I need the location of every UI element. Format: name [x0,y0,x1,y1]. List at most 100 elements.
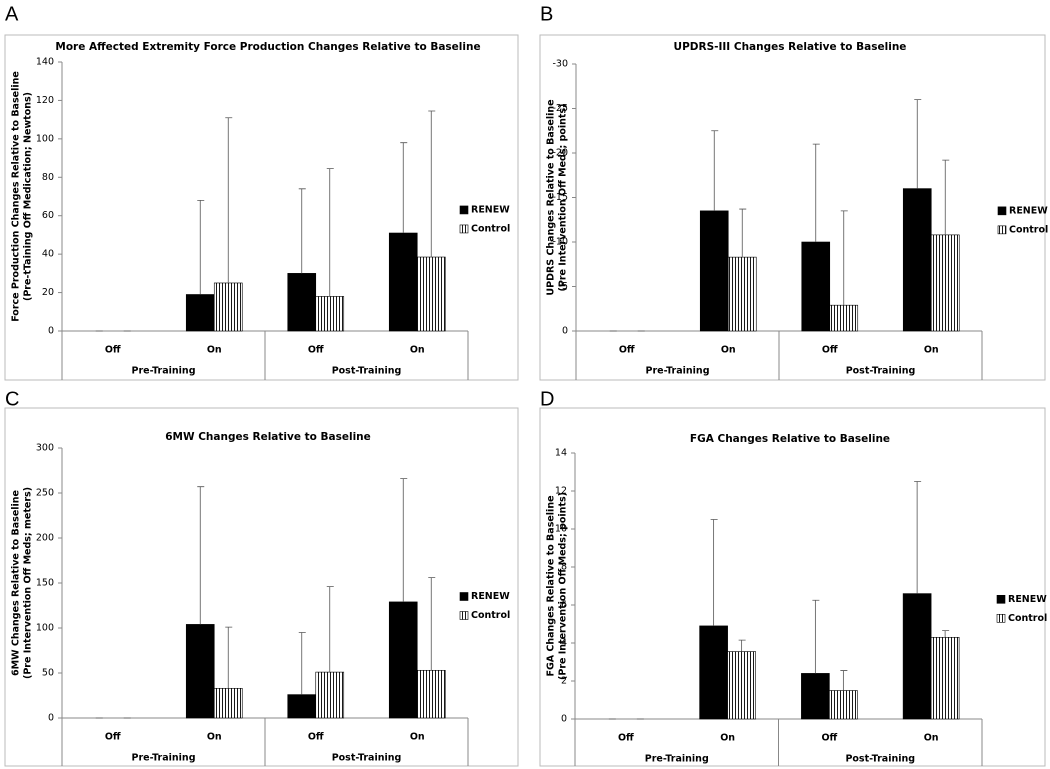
y-axis-label: (Pre Intervention Off Meds; meters) [23,487,34,679]
error-bar [428,577,436,671]
y-axis-label: UPDRS Changes Relative to Baseline [546,99,557,295]
x-tick-label: Off [821,733,837,744]
error-bar [738,639,746,652]
legend-label: Control [471,610,510,621]
bar [727,256,757,332]
error-bar [942,159,950,235]
y-axis-label: (Pre Intervention Off Meds; points) [558,104,569,292]
error-bar [428,110,436,258]
legend-swatch [997,225,1007,235]
error-bar [225,117,233,283]
legend-swatch [996,613,1006,623]
bar [416,256,446,332]
error-bar [400,142,408,234]
bar [801,241,831,332]
y-tick-label: 150 [36,578,54,589]
y-tick-label: 6 [561,600,567,611]
x-tick-label: On [924,733,939,744]
bar [213,282,243,332]
bar [727,651,756,720]
error-bar [326,586,334,673]
error-bar [812,599,820,674]
x-tick-label: Off [822,345,838,356]
bar [315,296,345,332]
panel-letter: C [5,388,19,410]
bar [930,234,960,332]
panel-frame [539,407,1046,767]
y-tick-label: 2 [561,676,567,687]
x-tick-label: On [924,345,939,356]
y-axis-label: (Pre-tTaining Off Medication; Newtons) [23,92,34,301]
bar [213,687,243,719]
x-tick-label: On [410,732,425,743]
y-tick-label: 0 [561,714,567,725]
bar [185,294,215,332]
bar [902,188,932,332]
chart-title: FGA Changes Relative to Baseline [690,433,890,445]
x-tick-label: Off [618,733,634,744]
error-bar [840,670,848,691]
legend-swatch [459,205,469,215]
y-axis-label: FGA Changes Relative to Baseline [546,495,557,676]
group-label: Post-Training [846,366,916,377]
y-tick-label: 12 [555,486,567,497]
bar [287,273,317,332]
error-bar [197,486,205,625]
x-tick-label: Off [105,732,121,743]
chart-title: 6MW Changes Relative to Baseline [165,431,371,443]
legend-swatch [459,224,469,234]
bar [801,673,830,720]
x-tick-label: On [721,345,736,356]
y-tick-label: 300 [36,443,54,454]
panel-letter: D [540,388,554,410]
panel-frame [4,34,519,381]
legend-swatch [997,206,1007,216]
legend-label: Control [1008,613,1047,624]
y-tick-label: 20 [42,287,54,298]
group-label: Post-Training [332,753,402,764]
bar [930,636,960,720]
bar [416,669,446,719]
legend-swatch [459,592,469,601]
error-bar [326,168,334,297]
y-tick-label: 140 [36,57,54,68]
error-bar [914,99,922,189]
panel-frame [539,34,1046,381]
error-bar [298,632,306,695]
legend-label: RENEW [471,204,510,215]
y-axis-label: (Pre Intervention Off Meds; points) [558,492,569,680]
y-tick-label: -20 [552,148,568,159]
error-bar [298,188,306,274]
legend-swatch [459,611,469,620]
bar [315,671,345,719]
error-bar [840,210,848,306]
group-label: Post-Training [332,366,402,377]
legend-label: Control [471,223,510,234]
y-tick-label: -5 [559,281,568,292]
bar [287,694,317,719]
error-bar [942,630,950,638]
x-tick-label: On [207,732,222,743]
x-tick-label: On [410,345,425,356]
y-tick-label: 40 [42,249,54,260]
bar [388,232,418,332]
error-bar [400,478,408,602]
bar [829,304,859,332]
x-tick-label: Off [308,732,324,743]
y-tick-label: 4 [561,638,567,649]
bar [185,624,215,719]
y-tick-label: 10 [555,524,567,535]
panel-letter: A [5,3,19,25]
bar [388,601,418,719]
y-tick-label: 120 [36,95,54,106]
error-bar [711,130,719,211]
error-bar [739,208,747,258]
y-tick-label: 100 [36,133,54,144]
chart-title: More Affected Extremity Force Production… [55,41,480,53]
y-tick-label: 8 [561,562,567,573]
legend-label: RENEW [1009,205,1048,216]
panel-frame [4,407,519,767]
y-axis-label: Force Production Changes Relative to Bas… [11,71,22,322]
